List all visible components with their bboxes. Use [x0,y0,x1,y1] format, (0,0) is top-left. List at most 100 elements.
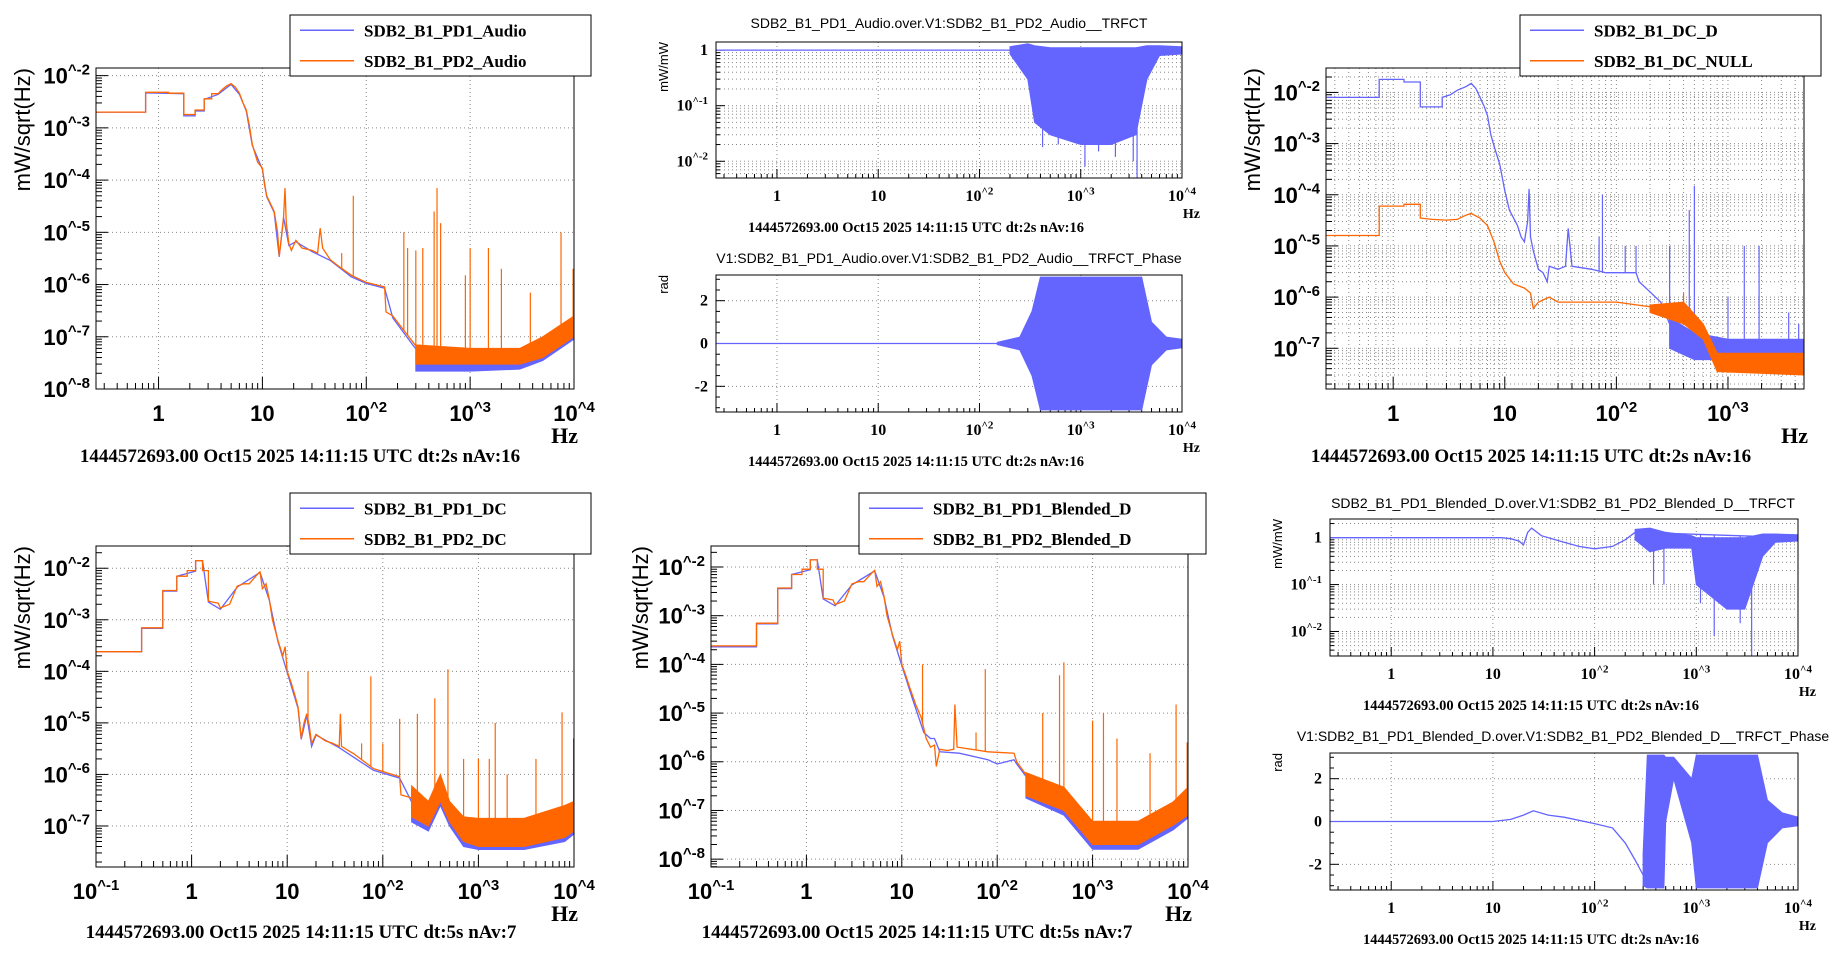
x-tick-label: 10^2 [1596,399,1638,426]
x-tick-label: 1 [773,188,781,205]
series-trace [1330,754,1798,889]
traces [716,43,1182,178]
plot-footer-timestamp: 1444572693.00 Oct15 2025 14:11:15 UTC dt… [748,220,1084,236]
y-tick-label: 10^-2 [43,61,90,88]
legend-box [858,492,1207,555]
plot-footer-timestamp: 1444572693.00 Oct15 2025 14:11:15 UTC dt… [1311,446,1751,467]
axis-ticks [1326,67,1796,389]
x-tick-label: 10^-1 [688,877,735,904]
series-SDB2_B1_PD2_Audio [96,82,574,365]
x-tick-label: 10 [275,879,299,904]
x-tick-label: 10^4 [553,877,595,904]
series-trace [716,43,1182,178]
x-tick-label: 1 [1387,900,1395,917]
legend-entry: SDB2_B1_PD2_Blended_D [933,530,1131,549]
x-tick-label: 10^3 [1067,419,1095,439]
traces [716,276,1182,411]
x-tick-label: 10^3 [1067,185,1095,205]
plot-footer-timestamp: 1444572693.00 Oct15 2025 14:11:15 UTC dt… [1363,698,1699,714]
y-axis-label: mW/sqrt(Hz) [10,546,35,669]
series-SDB2_B1_DC_D [1326,78,1804,361]
legend-box [289,492,592,555]
plot-title: V1:SDB2_B1_PD1_Audio.over.V1:SDB2_B1_PD2… [716,250,1182,266]
x-axis-label: Hz [551,423,578,448]
legend-entry: SDB2_B1_PD1_Blended_D [933,499,1131,518]
y-axis-label: rad [656,275,671,294]
x-tick-label: 10^4 [1168,419,1196,439]
plot-area [96,68,574,389]
plot-area [1326,68,1804,389]
x-tick-label: 10 [1485,666,1501,683]
y-tick-label: 2 [700,293,708,310]
y-tick-label: 10^-1 [676,95,708,115]
x-tick-label: 10^3 [449,399,491,426]
y-tick-label: 10^-6 [1273,283,1320,310]
plot-footer-timestamp: 1444572693.00 Oct15 2025 14:11:15 UTC dt… [80,446,520,467]
x-tick-label: 10 [250,401,274,426]
x-tick-label: 10^4 [553,399,595,426]
y-tick-label: 10^-2 [658,553,705,580]
plot-title: V1:SDB2_B1_PD1_Blended_D.over.V1:SDB2_B1… [1297,728,1829,744]
x-tick-label: 10^2 [345,399,387,426]
series-line [96,82,574,359]
series-line [716,49,1182,53]
plot-footer-timestamp: 1444572693.00 Oct15 2025 14:11:15 UTC dt… [1363,932,1699,948]
legend: SDB2_B1_PD1_DC SDB2_B1_PD2_DC [289,492,592,555]
y-tick-label: 10^-5 [43,709,90,736]
legend: SDB2_B1_DC_D SDB2_B1_DC_NULL [1519,14,1822,77]
y-tick-label: 10^-6 [43,270,90,297]
x-axis-label: Hz [551,901,578,926]
y-tick-label: -2 [1309,856,1322,873]
y-tick-label: 10^-4 [658,650,705,677]
y-tick-label: 0 [1314,814,1322,831]
x-tick-label: 10^3 [1072,877,1114,904]
x-axis-label: Hz [1781,423,1808,448]
legend: SDB2_B1_PD1_Audio SDB2_B1_PD2_Audio [289,14,592,77]
y-tick-label: 10^-4 [43,166,90,193]
traces [96,82,574,372]
y-tick-label: 10^-2 [1290,621,1322,641]
x-tick-label: 10 [890,879,914,904]
x-tick-label: 10^2 [966,419,994,439]
plot-area [96,546,574,867]
x-tick-label: 10 [870,422,886,439]
y-tick-label: 10^-3 [43,606,90,633]
y-tick-label: 10^-3 [43,114,90,141]
series-SDB2_B1_PD2_Blended_D [711,559,1188,845]
y-tick-label: 10^-2 [1273,78,1320,105]
legend-entry: SDB2_B1_DC_D [1594,21,1718,40]
series-line [711,559,1188,831]
x-tick-label: 1 [1387,401,1399,426]
traces [1330,754,1798,889]
legend-box [1519,14,1822,77]
plot-footer-timestamp: 1444572693.00 Oct15 2025 14:11:15 UTC dt… [748,454,1084,470]
x-tick-label: 10^2 [966,185,994,205]
legend-entry: SDB2_B1_PD2_Audio [364,52,526,71]
y-tick-label: 10^-7 [1273,334,1320,361]
x-tick-label: 10 [1493,401,1517,426]
y-tick-label: 10^-4 [1273,181,1320,208]
plot-frame [1329,752,1799,891]
series-line [1330,810,1644,876]
y-axis-label: mW/mW [656,41,671,92]
y-tick-label: 10^-5 [658,699,705,726]
y-tick-label: 10^-7 [43,323,90,350]
x-tick-label: 10 [870,188,886,205]
y-tick-label: 0 [700,336,708,353]
x-tick-label: 1 [185,879,197,904]
x-tick-label: 1 [1387,666,1395,683]
plot-panel-5: 10^-1 1 10 10^2 10^3 10^4 10^-8 10^-7 10^-6 10^-5… [628,492,1209,943]
series-line [96,560,574,835]
y-tick-label: 10^-1 [1290,574,1322,594]
series-line [1330,527,1798,550]
noise-band [1649,301,1804,376]
traces [96,560,574,850]
plot-frame [715,274,1183,413]
plot-footer-timestamp: 1444572693.00 Oct15 2025 14:11:15 UTC dt… [702,922,1133,943]
plot-title: SDB2_B1_PD1_Blended_D.over.V1:SDB2_B1_PD… [1331,495,1795,511]
y-axis-label: mW/sqrt(Hz) [10,68,35,191]
x-tick-label: 1 [773,422,781,439]
y-tick-label: 10^-2 [676,151,708,171]
